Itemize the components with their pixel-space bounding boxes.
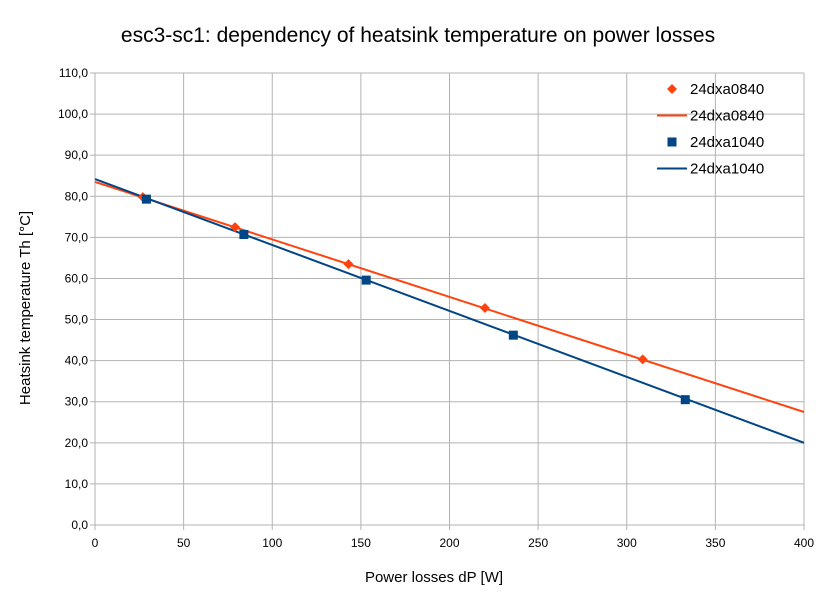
y-tick-label: 90,0 <box>65 148 89 162</box>
data-point-24dxa0840 <box>230 222 241 233</box>
y-tick-label: 20,0 <box>65 436 89 450</box>
legend-marker-24dxa0840 <box>667 84 677 94</box>
y-tick-label: 70,0 <box>65 230 89 244</box>
data-point-24dxa1040 <box>508 330 518 340</box>
x-tick-label: 300 <box>617 536 637 550</box>
data-point-24dxa1040 <box>361 275 371 285</box>
x-tick-label: 250 <box>528 536 548 550</box>
y-tick-label: 110,0 <box>59 66 88 80</box>
legend: 24dxa0840 24dxa0840 24dxa1040 24dxa1040 <box>657 81 764 178</box>
axes <box>90 72 805 530</box>
y-tick-label: 0,0 <box>71 518 88 532</box>
trendline-24dxa0840 <box>94 180 805 413</box>
tick-labels: 0 50 100 150 200 250 300 350 400 0,0 10,0 20,0 30,0 4… <box>58 66 814 550</box>
y-tick-label: 80,0 <box>65 189 89 203</box>
y-tick-label: 40,0 <box>65 354 89 368</box>
data-point-24dxa0840 <box>479 303 490 314</box>
legend-label: 24dxa0840 <box>690 81 764 98</box>
legend-label: 24dxa1040 <box>690 134 764 151</box>
series-layer <box>94 178 805 444</box>
data-point-24dxa0840 <box>637 354 648 365</box>
y-tick-label: 50,0 <box>65 313 89 327</box>
x-tick-label: 100 <box>262 536 282 550</box>
x-tick-label: 150 <box>351 536 371 550</box>
grid <box>95 72 805 525</box>
x-tick-label: 0 <box>92 536 99 550</box>
x-tick-label: 200 <box>439 536 459 550</box>
y-tick-label: 60,0 <box>65 271 89 285</box>
data-point-24dxa1040 <box>141 194 151 204</box>
x-axis-title: Power losses dP [W] <box>365 569 503 586</box>
x-tick-label: 400 <box>794 536 814 550</box>
data-point-24dxa1040 <box>239 229 249 239</box>
y-axis-title: Heatsink temperature Th [°C] <box>17 211 34 405</box>
data-point-24dxa1040 <box>680 395 690 405</box>
x-tick-label: 50 <box>177 536 191 550</box>
legend-marker-24dxa1040 <box>667 137 677 147</box>
legend-label: 24dxa1040 <box>690 161 764 178</box>
x-tick-label: 350 <box>705 536 725 550</box>
chart-title: esc3-sc1: dependency of heatsink tempera… <box>121 24 715 47</box>
data-point-24dxa0840 <box>343 259 354 270</box>
y-tick-label: 100,0 <box>58 107 88 121</box>
y-tick-label: 30,0 <box>65 395 89 409</box>
y-tick-label: 10,0 <box>65 477 89 491</box>
legend-label: 24dxa0840 <box>690 108 764 125</box>
